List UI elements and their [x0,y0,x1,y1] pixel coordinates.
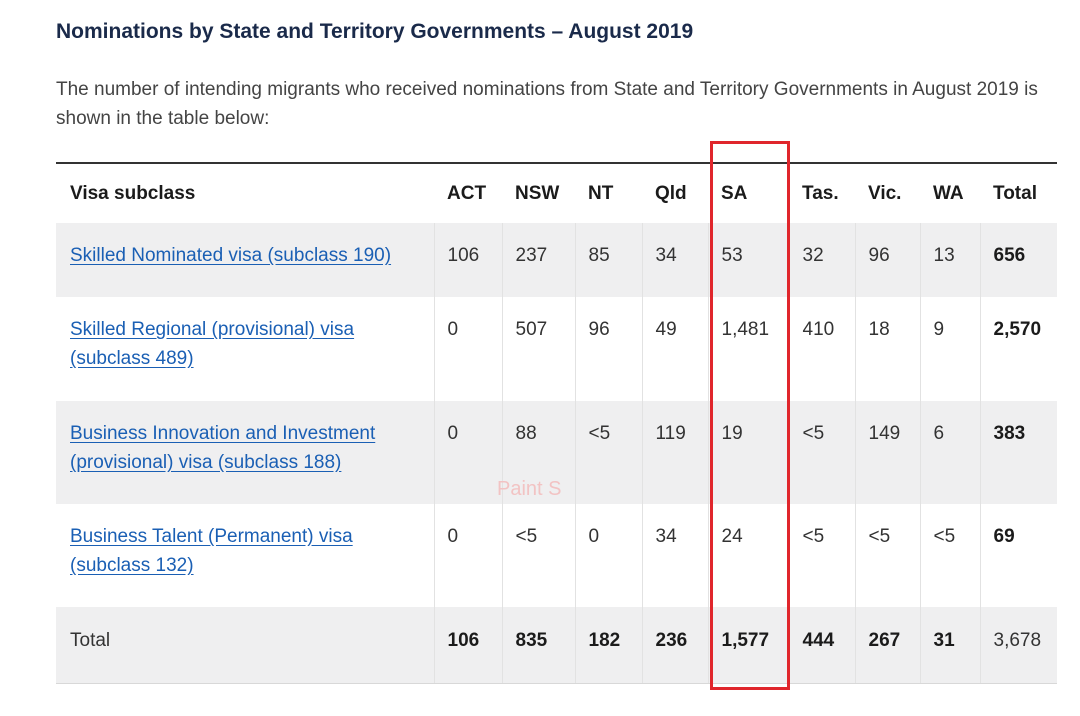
visa-cell: Skilled Regional (provisional) visa (sub… [56,297,434,401]
value-nsw: 237 [501,223,575,297]
header-nsw: NSW [515,182,560,204]
value-sa: 1,481 [707,297,789,401]
header-tas: Tas. [802,182,839,204]
table-row: Skilled Regional (provisional) visa (sub… [56,297,1057,401]
total-qld: 236 [641,607,708,684]
visa-link-subclass-489[interactable]: Skilled Regional (provisional) visa (sub… [70,315,434,373]
table-row: Business Innovation and Investment (prov… [56,401,1057,504]
header-wa: WA [933,182,964,204]
value-nsw: <5 [501,504,575,607]
intro-text: The number of intending migrants who rec… [56,79,1038,129]
value-nt: 0 [574,504,642,607]
nominations-table: Visa subclass ACT NSW NT Qld SA Tas. Vic… [56,162,1057,684]
value-tas: <5 [788,401,855,504]
value-qld: 34 [641,223,708,297]
value-nt: 85 [574,223,642,297]
visa-cell: Business Innovation and Investment (prov… [56,401,434,504]
value-qld: 34 [641,504,708,607]
value-nsw: 507 [501,297,575,401]
total-nsw: 835 [501,607,575,684]
total-nt: 182 [574,607,642,684]
value-qld: 49 [641,297,708,401]
total-sa: 1,577 [707,607,789,684]
page-title: Nominations by State and Territory Gover… [56,20,694,43]
visa-link-subclass-190[interactable]: Skilled Nominated visa (subclass 190) [70,245,392,266]
value-total: 656 [979,223,1057,297]
visa-link-line-1: Business Talent (Permanent) visa [70,526,353,547]
visa-cell: Business Talent (Permanent) visa (subcla… [56,504,434,607]
visa-link-line-1: Business Innovation and Investment [70,423,376,444]
value-vic: 96 [854,223,920,297]
total-tas: 444 [788,607,855,684]
header-row: Visa subclass ACT NSW NT Qld SA Tas. Vic… [56,163,1057,223]
visa-link-line-2: (subclass 489) [70,348,194,369]
visa-link-subclass-188[interactable]: Business Innovation and Investment (prov… [70,419,434,477]
value-act: 0 [433,297,502,401]
header-qld: Qld [655,182,687,204]
header-vic: Vic. [868,182,902,204]
sa-column-highlight [710,141,790,690]
visa-link-line-2: (provisional) visa (subclass 188) [70,452,342,473]
value-vic: 18 [854,297,920,401]
value-nt: 96 [574,297,642,401]
header-sa: SA [721,182,748,204]
watermark: Paint S [497,478,562,500]
value-sa: 24 [707,504,789,607]
total-label: Total [56,607,434,684]
value-tas: 32 [788,223,855,297]
value-wa: 9 [919,297,980,401]
total-row: Total 106 835 182 236 1,577 444 267 31 3… [56,607,1057,684]
visa-link-subclass-132[interactable]: Business Talent (Permanent) visa (subcla… [70,522,434,580]
value-vic: 149 [854,401,920,504]
value-sa: 19 [707,401,789,504]
visa-link-line-2: (subclass 132) [70,555,194,576]
header-nt: NT [588,182,614,204]
value-tas: 410 [788,297,855,401]
total-grand: 3,678 [979,607,1057,684]
value-qld: 119 [641,401,708,504]
value-wa: <5 [919,504,980,607]
value-act: 0 [433,401,502,504]
value-act: 106 [433,223,502,297]
table-row: Skilled Nominated visa (subclass 190) 10… [56,223,1057,297]
value-tas: <5 [788,504,855,607]
value-nt: <5 [574,401,642,504]
header-total: Total [993,182,1037,204]
total-vic: 267 [854,607,920,684]
value-total: 2,570 [979,297,1057,401]
value-total: 69 [979,504,1057,607]
value-sa: 53 [707,223,789,297]
value-wa: 13 [919,223,980,297]
header-act: ACT [447,182,487,204]
value-wa: 6 [919,401,980,504]
value-nsw: 88 [501,401,575,504]
total-act: 106 [433,607,502,684]
total-wa: 31 [919,607,980,684]
visa-cell: Skilled Nominated visa (subclass 190) [56,223,434,297]
value-total: 383 [979,401,1057,504]
header-visa-subclass: Visa subclass [70,182,196,204]
table-row: Business Talent (Permanent) visa (subcla… [56,504,1057,607]
value-act: 0 [433,504,502,607]
visa-link-line-1: Skilled Regional (provisional) visa [70,319,355,340]
value-vic: <5 [854,504,920,607]
